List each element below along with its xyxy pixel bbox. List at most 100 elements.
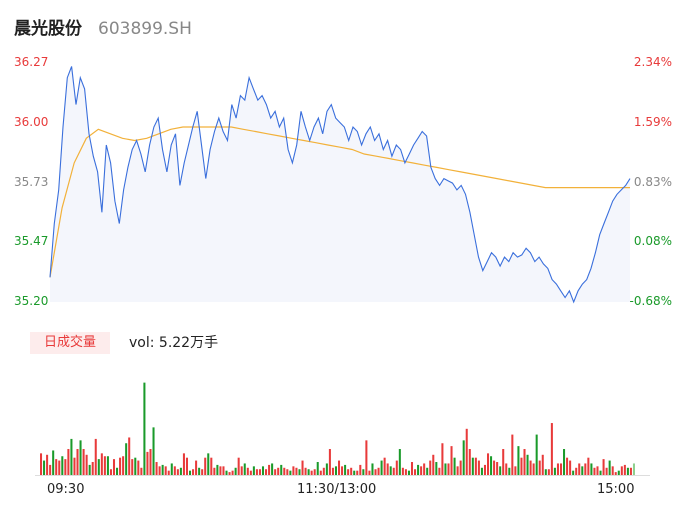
volume-bar — [377, 467, 380, 475]
volume-bar — [246, 467, 249, 475]
volume-bar — [544, 469, 547, 475]
volume-bar — [277, 467, 280, 475]
volume-bar — [222, 466, 225, 475]
volume-bar — [392, 467, 395, 475]
volume-bar — [581, 466, 584, 475]
volume-bar — [201, 469, 204, 475]
volume-bar — [465, 428, 468, 475]
volume-bar — [575, 467, 578, 475]
price-line — [49, 66, 631, 304]
volume-bar — [58, 460, 61, 475]
volume-bar — [331, 467, 334, 475]
volume-bar — [103, 456, 106, 475]
pct-label-3: 0.83% — [633, 175, 672, 189]
volume-bar — [344, 464, 347, 475]
volume-bar — [210, 457, 213, 475]
volume-bar — [626, 467, 629, 475]
volume-bar — [474, 457, 477, 475]
price-label-4: 35.47 — [14, 234, 49, 248]
volume-bar — [584, 463, 587, 475]
volume-bar — [487, 453, 490, 475]
volume-bar — [611, 466, 614, 475]
volume-bar — [350, 467, 353, 475]
volume-bar — [131, 459, 134, 475]
volume-bar — [106, 456, 109, 475]
volume-bar — [97, 459, 100, 475]
volume-bar — [122, 456, 125, 475]
volume-bar — [252, 466, 255, 475]
volume-bar — [447, 463, 450, 475]
volume-bar — [195, 460, 198, 475]
volume-bar — [617, 470, 620, 475]
volume-bar — [319, 470, 322, 475]
volume-bar — [520, 457, 523, 475]
volume-bar — [125, 443, 128, 475]
volume-bar — [176, 469, 179, 475]
volume-bar — [338, 460, 341, 475]
volume-bar — [155, 462, 158, 475]
volume-bar — [82, 449, 85, 475]
volume-bar — [462, 440, 465, 475]
volume-bar — [289, 470, 292, 475]
volume-bar — [265, 469, 268, 475]
volume-bar — [483, 464, 486, 475]
volume-bar — [192, 469, 195, 475]
volume-bar — [480, 467, 483, 475]
volume-bar — [529, 460, 532, 475]
time-label-noon: 11:30/13:00 — [297, 482, 377, 497]
volume-bar — [417, 464, 420, 475]
volume-bar — [365, 440, 368, 475]
volume-bar — [79, 440, 82, 475]
volume-bar — [599, 470, 602, 475]
volume-bar — [207, 453, 210, 475]
volume-bar — [204, 457, 207, 475]
volume-bar — [100, 453, 103, 475]
volume-bar — [559, 463, 563, 475]
volume-bar — [334, 466, 337, 475]
volume-bar — [55, 459, 58, 475]
volume-bar — [94, 438, 97, 475]
volume-bar — [164, 466, 167, 475]
volume-bar — [298, 469, 301, 475]
volume-bar — [313, 469, 316, 475]
volume-bar — [280, 464, 283, 475]
price-label-1: 36.27 — [14, 55, 49, 69]
volume-bar — [493, 460, 496, 475]
volume-bar — [508, 467, 511, 475]
volume-bar — [268, 464, 271, 475]
volume-bar — [249, 470, 252, 475]
volume-bar — [185, 457, 188, 475]
volume-bar — [368, 470, 371, 475]
volume-bar — [307, 469, 310, 475]
volume-bar — [380, 460, 383, 475]
price-label-3: 35.73 — [14, 175, 49, 189]
volume-bar — [43, 460, 46, 475]
volume-bar — [514, 466, 517, 475]
volume-bar — [316, 462, 319, 475]
volume-bar — [283, 467, 286, 475]
volume-bar — [523, 449, 526, 475]
volume-bar — [128, 437, 131, 475]
volume-bar — [468, 449, 471, 475]
volume-bar — [511, 434, 514, 475]
volume-bar — [149, 449, 152, 475]
volume-bar — [389, 466, 392, 475]
volume-bar — [170, 463, 173, 475]
volume-bar — [535, 434, 538, 475]
stock-title: 晨光股份 603899.SH — [14, 14, 192, 39]
volume-bar — [137, 460, 140, 475]
volume-bar — [152, 427, 155, 475]
volume-bar — [423, 463, 426, 475]
volume-bar — [556, 463, 559, 475]
volume-bar — [237, 457, 240, 475]
price-label-2: 36.00 — [14, 115, 49, 129]
volume-bar — [435, 462, 438, 475]
volume-bar — [614, 472, 617, 475]
volume-bar — [88, 464, 91, 475]
volume-bar — [112, 459, 116, 475]
volume-bar — [398, 449, 401, 475]
volume-bar — [569, 460, 572, 475]
volume-bar — [550, 423, 553, 475]
volume-bar — [219, 466, 222, 475]
